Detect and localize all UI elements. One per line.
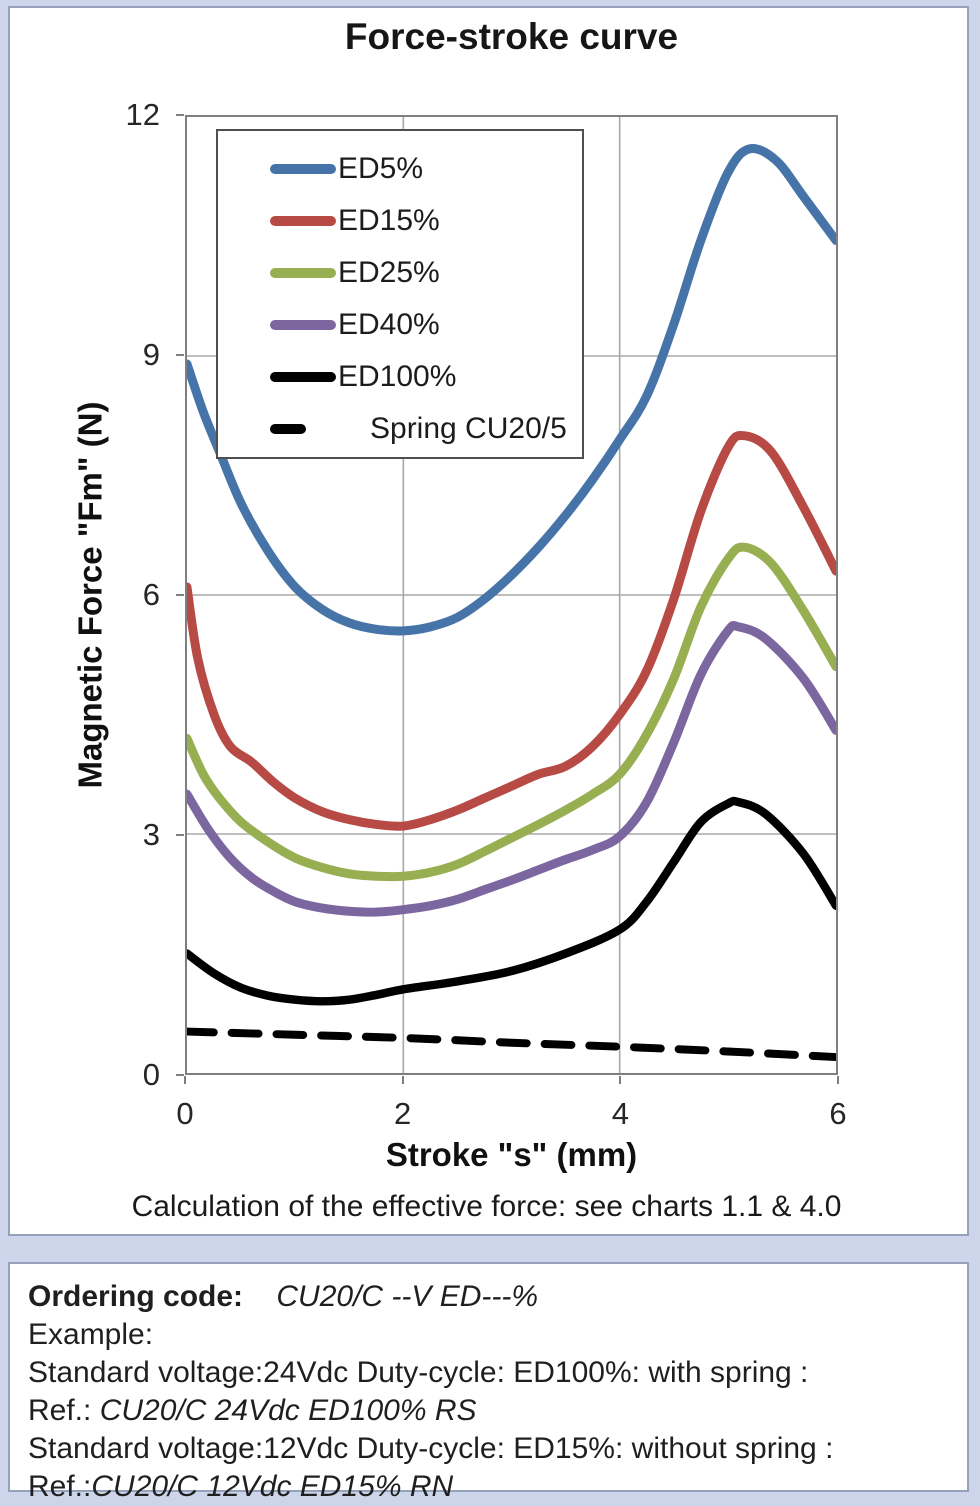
ordering-info-card: Ordering code: CU20/C --V ED---% Example:… <box>8 1262 969 1503</box>
ordering-info-segment <box>243 1280 276 1313</box>
legend-label: ED5% <box>338 152 424 185</box>
legend-item: ED100% <box>270 351 582 403</box>
y-tick-label: 6 <box>142 577 160 612</box>
y-tick-mark <box>176 354 184 356</box>
y-tick-label: 0 <box>142 1057 160 1092</box>
x-axis-title: Stroke "s" (mm) <box>385 1136 638 1173</box>
legend-label: Spring CU20/5 <box>370 412 567 445</box>
series-line-spring-cu20-5 <box>187 1027 836 1062</box>
ordering-info-line: Example: <box>28 1316 955 1354</box>
ordering-info-line: Standard voltage:12Vdc Duty-cycle: ED15%… <box>28 1430 955 1468</box>
legend-line-swatch <box>270 320 336 330</box>
y-tick-mark <box>176 1074 184 1076</box>
chart-caption: Calculation of the effective force: see … <box>131 1190 842 1223</box>
ordering-info-segment: Standard voltage:24Vdc Duty-cycle: ED100… <box>28 1356 809 1389</box>
series-line-ed40- <box>187 620 836 917</box>
series-line-ed5- <box>187 144 836 636</box>
ordering-info-segment: Ref.: <box>28 1470 92 1503</box>
series-line-ed25- <box>187 542 836 882</box>
legend-item: Spring CU20/5 <box>270 403 582 455</box>
y-tick-mark <box>176 834 184 836</box>
x-tick-label: 2 <box>394 1096 412 1131</box>
chart-legend: ED5% ED15% ED25% ED40% ED100% Spring CU20/5 <box>216 129 584 459</box>
ordering-info-segment: Ordering code: <box>28 1280 244 1313</box>
legend-line-swatch <box>270 268 336 278</box>
y-tick-label: 12 <box>125 97 160 132</box>
x-tick-mark <box>184 1076 186 1084</box>
x-tick-mark <box>401 1076 404 1084</box>
ordering-info-segment: Example: <box>28 1318 154 1351</box>
ordering-info-segment: Standard voltage:12Vdc Duty-cycle: ED15%… <box>28 1432 834 1465</box>
legend-label: ED100% <box>338 360 457 393</box>
legend-line-swatch <box>270 424 306 434</box>
legend-item: ED15% <box>270 195 582 247</box>
ordering-info-segment: Ref.: <box>28 1394 100 1427</box>
chart-title: Force-stroke curve <box>344 16 679 57</box>
ordering-info-segment: CU20/C 12Vdc ED15% RN <box>91 1470 454 1503</box>
x-tick-label: 4 <box>611 1096 629 1131</box>
x-tick-label: 0 <box>176 1096 194 1131</box>
y-tick-label: 3 <box>142 817 160 852</box>
ordering-info-text: Ordering code: CU20/C --V ED---% Example:… <box>28 1278 955 1506</box>
x-tick-mark <box>837 1076 839 1084</box>
legend-item: ED5% <box>270 143 582 195</box>
x-tick-mark <box>619 1076 622 1084</box>
ordering-info-line: Standard voltage:24Vdc Duty-cycle: ED100… <box>28 1354 955 1392</box>
y-tick-mark <box>176 594 184 596</box>
ordering-info-segment: CU20/C 24Vdc ED100% RS <box>99 1394 477 1427</box>
legend-label: ED40% <box>338 308 440 341</box>
ordering-info-line: Ref.: CU20/C 24Vdc ED100% RS <box>28 1392 955 1430</box>
legend-line-swatch <box>270 216 336 226</box>
x-tick-label: 6 <box>829 1096 847 1131</box>
ordering-info-segment: CU20/C --V ED---% <box>276 1280 539 1313</box>
ordering-info-line: Ref.:CU20/C 12Vdc ED15% RN <box>28 1468 955 1506</box>
legend-label: ED25% <box>338 256 440 289</box>
legend-line-swatch <box>270 164 336 174</box>
y-tick-label: 9 <box>142 337 160 372</box>
y-tick-mark <box>176 114 184 116</box>
plot-area: ED5% ED15% ED25% ED40% ED100% Spring CU20/5 <box>185 115 838 1075</box>
legend-line-swatch <box>270 372 336 382</box>
chart-canvas <box>187 117 836 1073</box>
series-line-ed15- <box>187 430 836 831</box>
legend-label: ED15% <box>338 204 440 237</box>
legend-item: ED25% <box>270 247 582 299</box>
ordering-info-line: Ordering code: CU20/C --V ED---% <box>28 1278 955 1316</box>
legend-item: ED40% <box>270 299 582 351</box>
series-line-ed100- <box>187 796 836 1006</box>
